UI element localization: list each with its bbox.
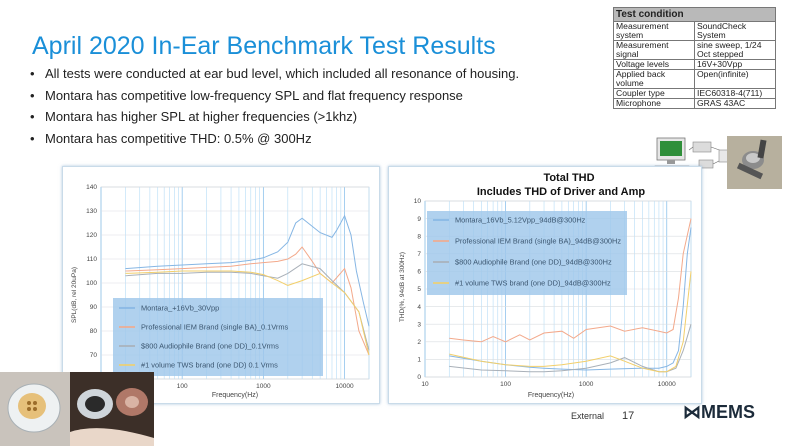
table-row: Coupler type IEC60318-4(711) bbox=[613, 88, 776, 99]
y-tick-label: 10 bbox=[414, 198, 422, 205]
series-line bbox=[125, 246, 370, 356]
y-tick-label: 7 bbox=[417, 251, 421, 258]
condition-label: Voltage levels bbox=[613, 59, 695, 70]
y-tick-label: 9 bbox=[417, 216, 421, 223]
earbud-photo bbox=[0, 372, 154, 446]
x-tick-label: 100 bbox=[177, 383, 188, 390]
y-tick-label: 70 bbox=[90, 352, 98, 359]
x-tick-label: 100 bbox=[500, 381, 511, 388]
table-row: Applied back volume Open(infinite) bbox=[613, 69, 776, 89]
legend-label: $800 Audiophile Brand (one DD)_0.1Vrms bbox=[141, 342, 279, 351]
y-tick-label: 100 bbox=[86, 280, 97, 287]
x-tick-label: 1000 bbox=[256, 383, 271, 390]
condition-label: Coupler type bbox=[613, 88, 695, 99]
test-condition-header: Test condition bbox=[613, 7, 776, 22]
page-number: 17 bbox=[622, 410, 635, 422]
bullet-item: Montara has competitive low-frequency SP… bbox=[30, 88, 519, 103]
y-tick-label: 110 bbox=[87, 256, 98, 263]
x-tick-label: 10 bbox=[421, 381, 429, 388]
y-axis-label: SPL(dB, rel 20uPa) bbox=[71, 267, 78, 323]
x-tick-label: 10000 bbox=[658, 381, 676, 388]
y-tick-label: 80 bbox=[90, 328, 98, 335]
condition-label: Microphone bbox=[613, 98, 695, 109]
legend-label: $800 Audiophile Brand (one DD)_94dB@300H… bbox=[455, 258, 612, 267]
chart-title: Total THD bbox=[543, 172, 594, 184]
thd-chart: 0 1 2 3 4 5 6 7 8 9 10 10 100 1000 10000 Total THD In… bbox=[399, 172, 692, 399]
condition-value: GRAS 43AC bbox=[694, 98, 776, 109]
legend-box bbox=[427, 211, 627, 295]
x-tick-label: 1000 bbox=[579, 381, 594, 388]
earbud-illustration bbox=[0, 372, 154, 446]
condition-value: SoundCheck System bbox=[694, 21, 776, 41]
thd-chart-panel: 0 1 2 3 4 5 6 7 8 9 10 10 100 1000 10000 Total THD In… bbox=[388, 166, 702, 404]
x-tick-label: 10000 bbox=[336, 383, 354, 390]
y-tick-label: 140 bbox=[86, 184, 97, 191]
x-axis-label: Frequency(Hz) bbox=[212, 392, 258, 399]
footer-label: External bbox=[571, 411, 605, 421]
bullet-item: Montara has competitive THD: 0.5% @ 300H… bbox=[30, 131, 519, 146]
table-row: Measurement system SoundCheck System bbox=[613, 21, 776, 41]
y-tick-label: 4 bbox=[417, 304, 421, 311]
logo-text: MEMS bbox=[701, 402, 755, 422]
condition-value: sine sweep, 1/24 Oct stepped bbox=[694, 40, 776, 60]
chart-subtitle: Includes THD of Driver and Amp bbox=[477, 186, 646, 198]
bullet-list: All tests were conducted at ear bud leve… bbox=[30, 66, 519, 152]
y-tick-label: 120 bbox=[86, 232, 97, 239]
table-row: Measurement signal sine sweep, 1/24 Oct … bbox=[613, 40, 776, 60]
y-tick-label: 3 bbox=[417, 321, 421, 328]
x-axis-label: Frequency(Hz) bbox=[528, 392, 574, 399]
y-tick-label: 5 bbox=[417, 286, 421, 293]
y-tick-label: 90 bbox=[90, 304, 98, 311]
condition-value: IEC60318-4(711) bbox=[694, 88, 776, 99]
series-line bbox=[449, 218, 692, 343]
condition-label: Measurement signal bbox=[613, 40, 695, 60]
logo-mark-icon: ⋈ bbox=[683, 402, 701, 422]
series-line bbox=[125, 263, 370, 351]
y-tick-label: 0 bbox=[417, 374, 421, 381]
legend-label: Montara_+16Vb_30Vpp bbox=[141, 304, 219, 313]
bullet-item: Montara has higher SPL at higher frequen… bbox=[30, 109, 519, 124]
series-line bbox=[125, 270, 370, 356]
legend-label: Montara_16Vb_5.12Vpp_94dB@300Hz bbox=[455, 216, 586, 225]
legend-label: #1 volume TWS brand (one DD)_94dB@300Hz bbox=[455, 279, 611, 288]
y-tick-label: 130 bbox=[86, 208, 97, 215]
series-line bbox=[449, 271, 692, 373]
legend-label: #1 volume TWS brand (one DD) 0.1 Vrms bbox=[141, 361, 278, 370]
legend-label: Professional IEM Brand (single BA)_94dB@… bbox=[455, 237, 621, 246]
series-line bbox=[449, 324, 692, 373]
y-axis-label: THD(%, 94dB at 300Hz) bbox=[399, 252, 406, 322]
condition-label: Measurement system bbox=[613, 21, 695, 41]
condition-value: Open(infinite) bbox=[694, 69, 776, 89]
y-tick-label: 8 bbox=[417, 233, 421, 240]
legend-box bbox=[113, 298, 323, 376]
bullet-item: All tests were conducted at ear bud leve… bbox=[30, 66, 519, 81]
legend-label: Professional IEM Brand (single BA)_0.1Vr… bbox=[141, 323, 288, 332]
y-tick-label: 2 bbox=[417, 339, 421, 346]
table-row: Microphone GRAS 43AC bbox=[613, 98, 776, 109]
series-line bbox=[125, 214, 370, 327]
company-logo: ⋈MEMS bbox=[683, 402, 755, 423]
condition-label: Applied back volume bbox=[613, 69, 695, 89]
test-condition-table: Test condition Measurement system SoundC… bbox=[613, 7, 776, 109]
y-tick-label: 1 bbox=[417, 357, 421, 364]
condition-value: 16V+30Vpp bbox=[694, 59, 776, 70]
table-row: Voltage levels 16V+30Vpp bbox=[613, 59, 776, 70]
slide-title: April 2020 In-Ear Benchmark Test Results bbox=[32, 32, 496, 60]
y-tick-label: 6 bbox=[417, 269, 421, 276]
